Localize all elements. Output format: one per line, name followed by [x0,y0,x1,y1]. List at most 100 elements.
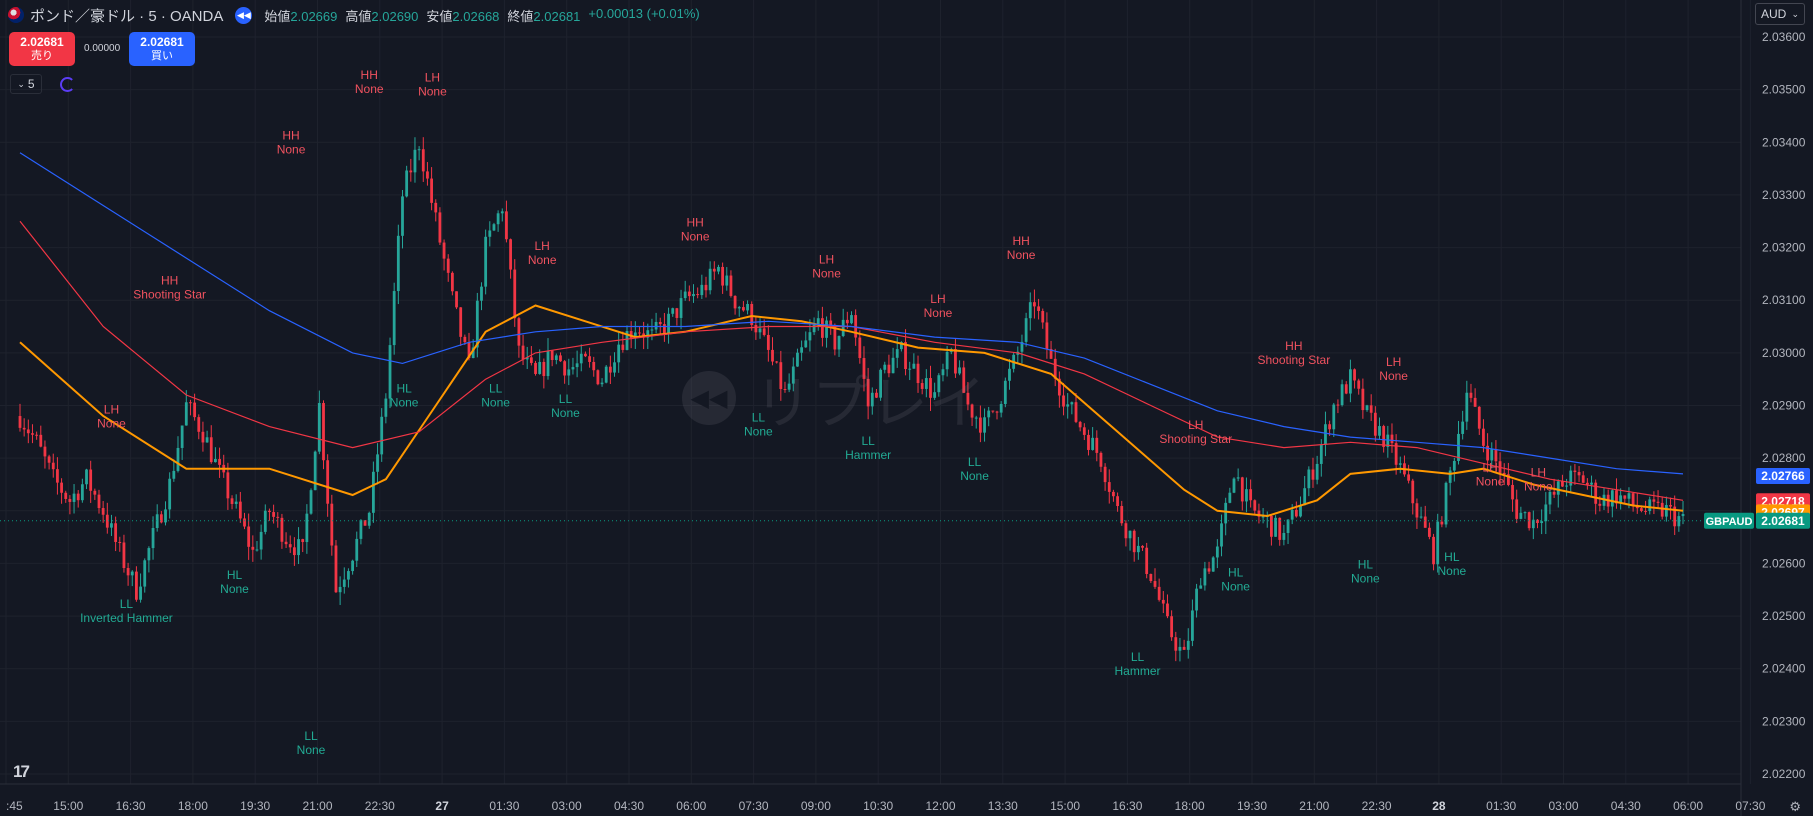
candle [987,406,991,427]
candle [446,254,450,282]
candle [1112,489,1115,502]
symbol-title[interactable]: ポンド／豪ドル · 5 · OANDA [30,7,224,25]
candle-body [471,347,475,359]
candle [721,262,725,294]
candle-body [1523,512,1527,514]
candle-body [197,417,201,432]
candle-body [455,291,458,308]
candle [1556,479,1560,508]
candle-body [538,361,542,374]
candle-body [862,358,866,379]
candle-body [488,230,492,237]
candle-body [230,498,234,504]
candle [147,546,151,573]
candle [197,414,201,440]
annotation-line2: None [1476,474,1505,488]
sell-button[interactable]: 2.02681 売り [9,32,75,66]
candle-body [841,319,845,337]
annotation-line2: None [924,306,953,320]
y-tick-label: 2.02200 [1762,767,1806,781]
candle [280,513,284,549]
candle-body [596,370,600,385]
candle-body [51,462,55,470]
candle [1082,423,1086,441]
candle [1195,583,1198,618]
candle-body [384,398,388,417]
candle [588,347,591,368]
candle-body [638,332,641,334]
candle [1581,471,1585,484]
candle-body [355,538,359,561]
buy-button[interactable]: 2.02681 買い [129,32,195,66]
candle-body [421,149,425,172]
tradingview-logo[interactable]: 17 [13,762,30,781]
candle-body [484,236,488,287]
candle [1324,411,1327,457]
interval-dropdown[interactable]: ⌄ 5 [10,74,42,94]
candle [438,207,442,246]
candle-body [675,308,679,318]
candle-body [1681,514,1685,517]
candle [64,490,68,503]
candle-body [1028,302,1032,319]
candle [1294,501,1298,518]
candle [1245,477,1248,513]
gear-icon[interactable]: ⚙ [1789,799,1801,814]
candle-body [405,170,409,197]
candle-body [1057,378,1061,396]
candle-body [1107,482,1111,492]
candle [351,559,354,575]
candle [1311,457,1315,488]
annotation-line2: None [1437,564,1466,578]
candle-body [816,318,820,325]
candle [870,387,874,415]
candlesticks [18,137,1685,662]
currency-dropdown[interactable]: AUD ⌄ [1755,3,1805,25]
candle [920,379,924,395]
candle-body [1448,470,1452,483]
candle [392,282,396,355]
candle-body [60,482,63,493]
annotation-line1: LL [559,392,573,406]
candle [1486,433,1489,473]
candle-body [1398,463,1402,465]
candle [1482,419,1485,453]
annotation-line2: Inverted Hammer [80,611,173,625]
candle-body [1590,482,1593,485]
candle [405,165,409,198]
candle-body [746,303,749,311]
candle [1569,465,1573,493]
candle-body [1128,530,1132,539]
candle [941,363,945,382]
candle-body [796,352,799,367]
candle [841,308,845,338]
candle [1415,498,1419,529]
candle [1128,530,1132,551]
candle-body [1502,472,1506,475]
candle [334,540,338,593]
candle-body [766,334,770,350]
candle [962,360,966,394]
candle-body [176,447,180,471]
candle [1631,492,1635,512]
x-tick-label: 06:00 [1673,799,1703,813]
candle [384,393,388,424]
candle [671,307,675,317]
candle-body [259,531,263,550]
replay-icon[interactable]: ◀◀ [235,6,253,24]
candle [1074,392,1078,424]
candle-body [189,402,192,404]
candle [396,224,400,305]
candle [1070,401,1074,415]
candle [1544,492,1548,535]
candle [1078,420,1082,432]
candle [804,331,808,348]
